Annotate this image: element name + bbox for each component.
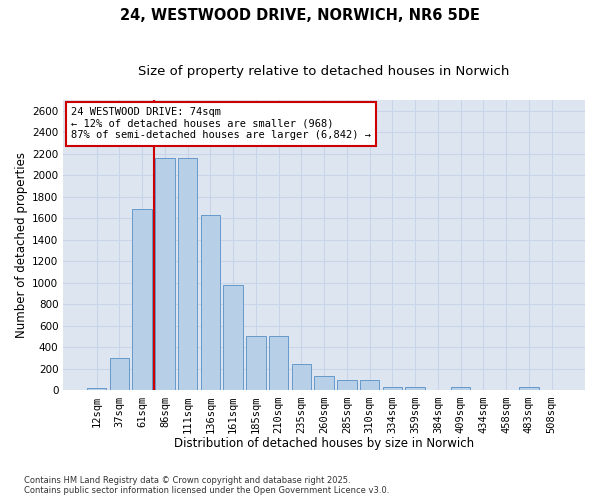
Bar [246,336,266,390]
Bar [519,387,539,390]
Bar [201,215,220,390]
Bar [178,158,197,390]
Bar [360,380,379,390]
Bar [87,388,106,390]
Bar [406,387,425,390]
Bar [110,358,129,390]
Bar [292,364,311,390]
Bar [451,387,470,390]
X-axis label: Distribution of detached houses by size in Norwich: Distribution of detached houses by size … [174,437,474,450]
Bar [337,380,356,390]
Bar [223,285,243,391]
Bar [383,387,402,390]
Bar [155,158,175,390]
Bar [133,208,152,390]
Bar [269,336,289,390]
Text: 24, WESTWOOD DRIVE, NORWICH, NR6 5DE: 24, WESTWOOD DRIVE, NORWICH, NR6 5DE [120,8,480,22]
Title: Size of property relative to detached houses in Norwich: Size of property relative to detached ho… [139,65,510,78]
Text: Contains HM Land Registry data © Crown copyright and database right 2025.
Contai: Contains HM Land Registry data © Crown c… [24,476,389,495]
Bar [314,376,334,390]
Y-axis label: Number of detached properties: Number of detached properties [15,152,28,338]
Text: 24 WESTWOOD DRIVE: 74sqm
← 12% of detached houses are smaller (968)
87% of semi-: 24 WESTWOOD DRIVE: 74sqm ← 12% of detach… [71,108,371,140]
